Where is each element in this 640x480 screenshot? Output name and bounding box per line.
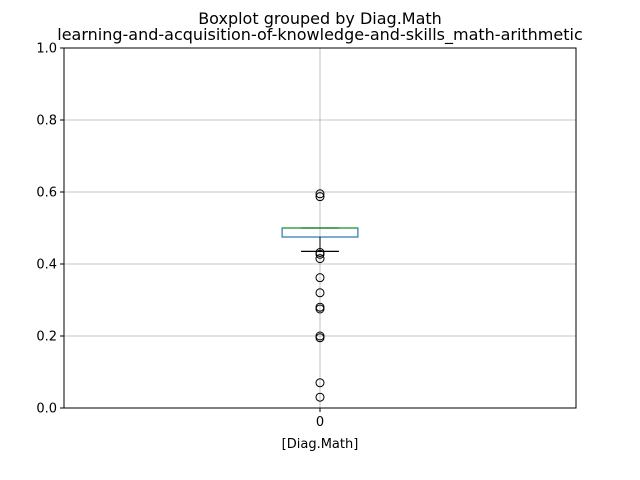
outlier-point xyxy=(315,378,325,388)
outlier-point xyxy=(315,304,325,314)
outlier-point xyxy=(315,333,325,343)
outlier-point xyxy=(315,288,325,298)
outlier-point xyxy=(315,392,325,402)
outlier-point xyxy=(315,249,325,259)
outlier-point xyxy=(315,189,325,199)
box-group xyxy=(281,189,359,402)
x-axis: 0 xyxy=(316,408,324,430)
y-tick-label: 0.2 xyxy=(36,330,57,345)
y-tick-label: 0.4 xyxy=(36,258,57,273)
y-tick-label: 0.0 xyxy=(36,402,57,417)
y-tick-label: 0.8 xyxy=(36,114,57,129)
outlier-point xyxy=(315,254,325,264)
y-tick-label: 0.6 xyxy=(36,186,57,201)
outlier-point xyxy=(315,273,325,283)
plot-frame xyxy=(63,47,577,409)
x-tick-label: 0 xyxy=(316,415,324,430)
outlier-point xyxy=(315,192,325,202)
y-tick-label: 1.0 xyxy=(36,42,57,57)
chart-subtitle: learning-and-acquisition-of-knowledge-an… xyxy=(57,25,583,45)
chart-title: Boxplot grouped by Diag.Math xyxy=(198,9,442,28)
x-axis-label: [Diag.Math] xyxy=(282,437,359,452)
y-axis: 0.0 0.2 0.4 0.6 0.8 1.0 xyxy=(36,42,64,417)
